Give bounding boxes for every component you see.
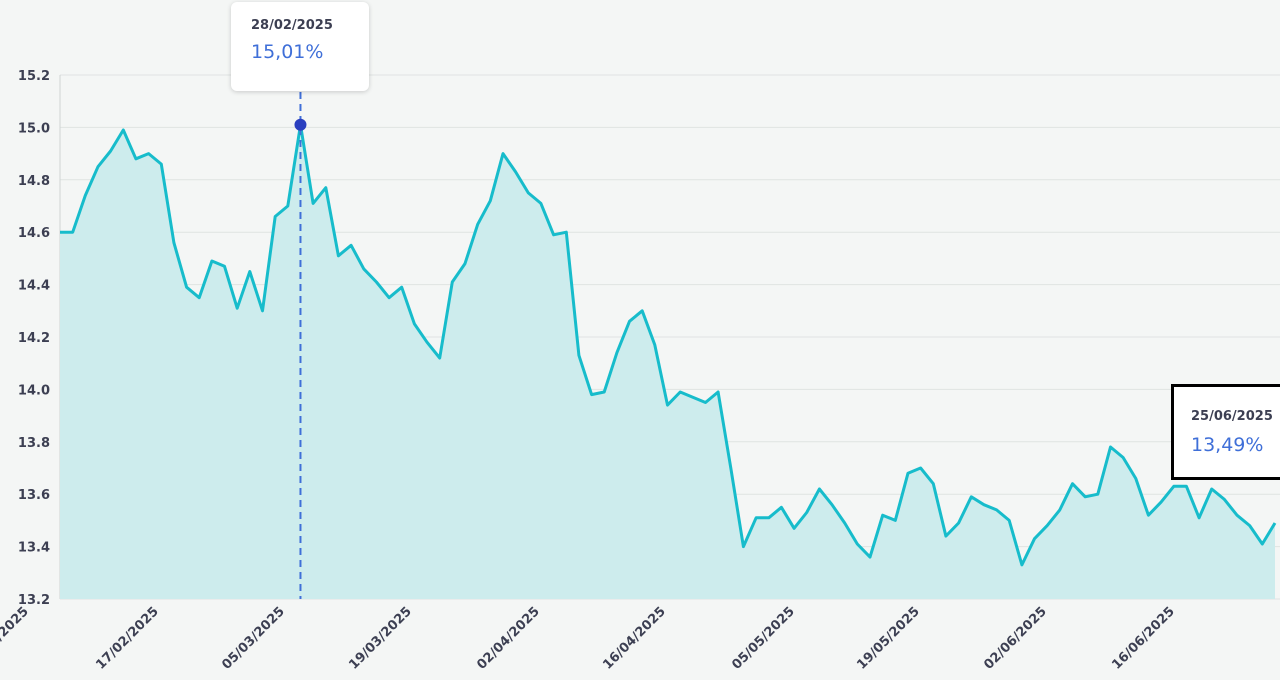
- x-tick-label: 05/05/2025: [729, 604, 797, 672]
- hover-point[interactable]: [294, 118, 307, 131]
- y-tick-label: 14.2: [18, 331, 50, 346]
- y-tick-label: 14.4: [18, 279, 50, 294]
- last-value-tooltip: 25/06/2025 13,49%: [1171, 384, 1280, 480]
- y-axis: 15.2 15.0 14.8 14.6 14.4 14.2 14.0 13.8 13.6 13.4…: [18, 69, 50, 608]
- x-tick-label: 19/03/2025: [346, 604, 414, 672]
- x-tick-label: 05/03/2025: [219, 604, 287, 672]
- x-tick-label: 19/05/2025: [854, 604, 922, 672]
- y-tick-label: 13.8: [18, 436, 50, 451]
- x-tick-label: 16/06/2025: [1109, 604, 1177, 672]
- y-tick-label: 15.2: [18, 69, 50, 84]
- hover-tooltip: 28/02/2025 15,01%: [231, 2, 369, 91]
- series-line[interactable]: [60, 123, 1277, 567]
- x-tick-label: 16/04/2025: [600, 604, 668, 672]
- y-tick-label: 13.4: [18, 541, 50, 556]
- x-tick-label: 02/06/2025: [981, 604, 1049, 672]
- x-tick-label: 03/02/2025: [0, 604, 32, 672]
- x-tick-label: 02/04/2025: [474, 604, 542, 672]
- area-fill: [60, 124, 1275, 600]
- tooltip-value: 15,01%: [251, 41, 324, 63]
- tooltip-date: 28/02/2025: [251, 18, 333, 33]
- tooltip-date: 25/06/2025: [1191, 409, 1273, 424]
- y-tick-label: 14.0: [18, 383, 50, 398]
- y-tick-label: 15.0: [18, 121, 50, 136]
- y-tick-label: 14.6: [18, 226, 50, 241]
- x-tick-label: 17/02/2025: [93, 604, 161, 672]
- y-tick-label: 13.2: [18, 593, 50, 608]
- y-tick-label: 13.6: [18, 488, 50, 503]
- tooltip-value: 13,49%: [1191, 434, 1264, 456]
- y-tick-label: 14.8: [18, 174, 50, 189]
- x-axis: 03/02/2025 17/02/2025 05/03/2025 19/03/2025…: [0, 604, 1178, 672]
